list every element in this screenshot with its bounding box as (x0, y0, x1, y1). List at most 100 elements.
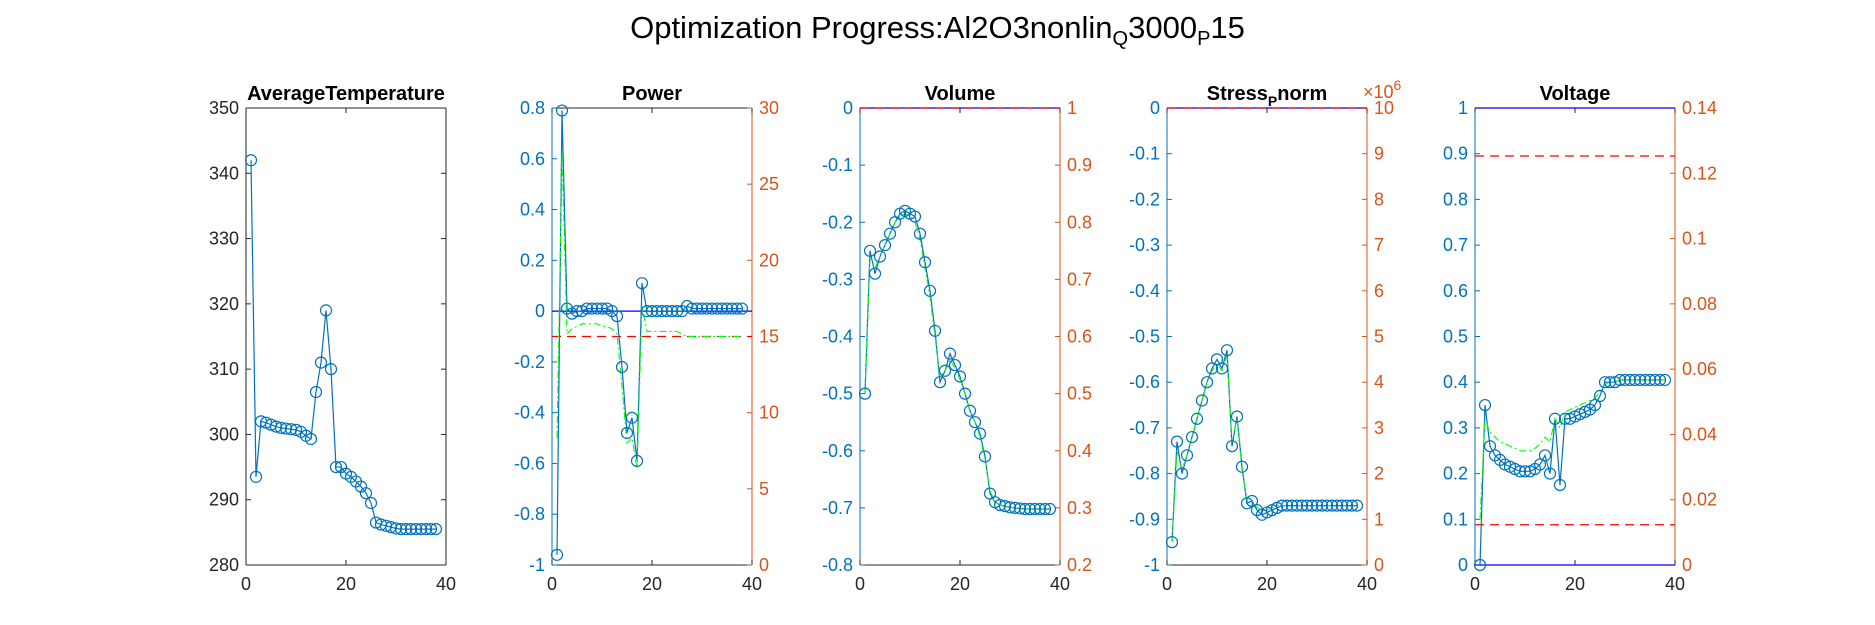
data-point (1028, 502, 1042, 516)
data-point (1210, 353, 1224, 366)
data-point (1300, 499, 1314, 512)
data-point (1215, 362, 1229, 375)
data-point (883, 227, 897, 240)
x-tick-label: 40 (742, 574, 762, 594)
y-right-tick-label: 7 (1374, 235, 1384, 255)
data-point (279, 422, 293, 435)
x-tick-label: 20 (642, 574, 662, 594)
title-mid: 3000 (1128, 10, 1198, 45)
data-point (1315, 499, 1329, 512)
y-tick-label: -1 (1144, 555, 1160, 575)
data-point (1648, 373, 1662, 387)
data-point (1245, 494, 1259, 508)
y-tick-label: -0.2 (1129, 189, 1160, 209)
y-tick-label: 0 (1150, 98, 1160, 118)
y-right-tick-label: 0 (1682, 555, 1692, 575)
data-point (720, 302, 734, 315)
subplot-title: Voltage (1540, 83, 1611, 105)
data-point (1633, 373, 1647, 387)
y-tick-label: 0.6 (1443, 281, 1468, 301)
data-point (660, 305, 674, 318)
subplot-title: StressPnorm (1207, 83, 1328, 109)
y-right-tick-label: 0.08 (1682, 294, 1717, 314)
subplot-title-end: norm (1277, 83, 1327, 105)
y-tick-label: 0.4 (1443, 372, 1468, 392)
y-tick-label: 340 (209, 163, 239, 183)
data-point (1658, 373, 1672, 387)
title-subscript-q: Q (1112, 28, 1129, 50)
y-right-tick-label: 0 (759, 555, 769, 575)
data-point (1533, 458, 1547, 471)
data-point (948, 358, 962, 372)
data-point (1165, 536, 1179, 549)
y-tick-label: -0.5 (1129, 327, 1160, 347)
data-point (1038, 502, 1052, 516)
secondary-series-line (556, 153, 742, 469)
y-tick-label: 0.8 (1443, 189, 1468, 209)
series-line (250, 160, 436, 530)
y-tick-label: 0.8 (520, 98, 545, 118)
data-point (1195, 394, 1209, 407)
y-right-tick-label: 9 (1374, 144, 1384, 164)
data-point (640, 305, 654, 318)
subplot-3: 0 20 40 -0.8 -0.7 -0.6 -0.5 -0.4 -0.3 -0.2 -0.1 0 0.… (822, 83, 1092, 594)
secondary-series-line (864, 213, 1050, 510)
y-tick-label: 0.2 (520, 250, 545, 270)
y-tick-label: 0.2 (1443, 464, 1468, 484)
data-point (1205, 362, 1219, 375)
title-subscript-p: P (1197, 28, 1211, 50)
data-point (873, 250, 887, 263)
data-point (1483, 440, 1497, 453)
y-right-tick-label: 25 (759, 174, 779, 194)
data-point (665, 305, 679, 318)
y-tick-label: 0.7 (1443, 235, 1468, 255)
x-tick-label: 40 (436, 574, 456, 594)
data-point (324, 363, 338, 376)
data-point (249, 470, 263, 483)
data-point (1033, 502, 1047, 516)
data-point (550, 548, 564, 561)
x-tick-label: 40 (1050, 574, 1070, 594)
y-tick-label: -0.6 (822, 441, 853, 461)
y-tick-label: -0.4 (822, 327, 853, 347)
x-tick-label: 20 (1257, 574, 1277, 594)
data-point (1310, 499, 1324, 512)
data-point (730, 302, 744, 315)
data-point (1553, 478, 1567, 492)
data-point (555, 104, 569, 117)
y-right-tick-label: 0 (1374, 555, 1384, 575)
data-point (908, 210, 922, 223)
data-point (1043, 502, 1057, 516)
data-point (923, 284, 937, 297)
data-point (274, 421, 288, 434)
data-point (943, 347, 957, 360)
subplot-2: 0 20 40 -1 -0.8 -0.6 -0.4 -0.2 0 0.2 0.4 0.6 0.8 0 5 10… (514, 83, 779, 594)
data-point (1200, 376, 1214, 389)
y-tick-label: 0 (535, 301, 545, 321)
data-point (1008, 501, 1022, 514)
data-point (1013, 502, 1027, 515)
data-point (244, 154, 258, 167)
y-tick-label: 0.6 (520, 149, 545, 169)
y-tick-label: 0.5 (1443, 327, 1468, 347)
y-tick-label: -0.8 (822, 555, 853, 575)
data-point (998, 500, 1012, 513)
y-tick-label: -0.3 (822, 269, 853, 289)
data-point (690, 302, 704, 315)
y-tick-label: 330 (209, 229, 239, 249)
y-tick-label: 0.1 (1443, 509, 1468, 529)
data-point (319, 304, 333, 317)
y-tick-label: 0.3 (1443, 418, 1468, 438)
y-tick-label: 280 (209, 555, 239, 575)
data-point (1548, 412, 1562, 425)
data-point (1305, 499, 1319, 512)
y-right-tick-label: 5 (759, 479, 769, 499)
y-tick-label: -0.6 (1129, 372, 1160, 392)
y-right-tick-label: 15 (759, 327, 779, 347)
y-tick-label: 0 (1458, 555, 1468, 575)
y-right-tick-label: 5 (1374, 327, 1384, 347)
y-right-tick-label: 0.9 (1067, 155, 1092, 175)
y-right-tick-label: 20 (759, 250, 779, 270)
x-tick-label: 20 (950, 574, 970, 594)
y-right-tick-label: 0.12 (1682, 163, 1717, 183)
